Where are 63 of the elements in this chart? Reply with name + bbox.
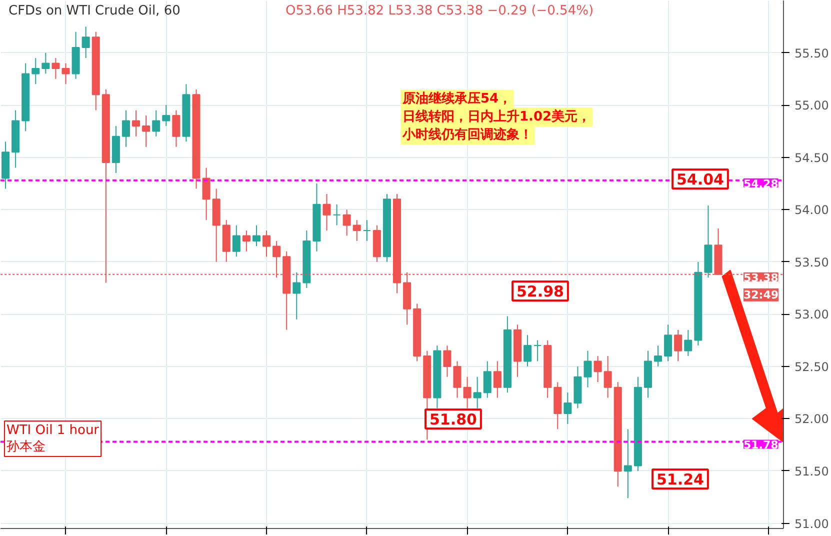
y-tick-label: 53.50 xyxy=(794,255,829,270)
candlestick xyxy=(162,104,170,126)
y-tick-label: 51.00 xyxy=(794,516,829,531)
candlestick xyxy=(52,58,60,80)
y-tick-label: 55.00 xyxy=(794,98,829,113)
candlestick xyxy=(493,360,502,398)
candlestick xyxy=(122,110,130,148)
candlestick xyxy=(483,360,492,398)
annotation: 51.80 xyxy=(430,410,477,428)
candlestick xyxy=(242,230,250,252)
annotation: 日线转阳，日内上升1.02美元， xyxy=(402,108,591,124)
ref-line-label: 53.38 xyxy=(744,271,778,284)
candlestick xyxy=(594,355,602,383)
candlestick xyxy=(352,220,361,242)
annotation: 32:49 xyxy=(744,288,779,302)
candlestick xyxy=(654,345,662,367)
candlestick xyxy=(534,340,542,362)
candlestick xyxy=(332,204,341,226)
candlestick xyxy=(292,272,301,320)
annotation: WTI Oil 1 hour 孙本金 xyxy=(6,423,100,454)
candlestick xyxy=(322,193,331,232)
candlestick xyxy=(362,220,371,242)
y-tick-label: 51.50 xyxy=(794,464,829,478)
candlestick xyxy=(132,110,140,137)
candlestick xyxy=(473,376,482,409)
candlestick xyxy=(232,224,240,258)
annotation: 54.04 xyxy=(676,170,724,188)
candlestick xyxy=(62,62,70,85)
y-tick-label: 54.50 xyxy=(794,150,829,165)
candlestick xyxy=(664,324,672,362)
annotation: 51.24 xyxy=(656,470,704,488)
candlestick xyxy=(453,360,462,398)
candlestick xyxy=(443,345,452,378)
ref-line-label: 54.28 xyxy=(744,177,778,190)
candlestick xyxy=(624,428,632,499)
candlestick xyxy=(252,224,260,247)
candlestick xyxy=(584,350,592,388)
candlestick xyxy=(202,167,210,221)
candlestick xyxy=(82,26,90,59)
y-tick-label: 52.50 xyxy=(794,360,829,374)
candlestick xyxy=(604,355,612,398)
y-tick-label: 53.00 xyxy=(794,308,829,322)
ref-line-label: 51.78 xyxy=(744,438,778,452)
annotation: 小时线仍有回调迹象！ xyxy=(402,126,532,142)
candlestick xyxy=(564,392,572,424)
chart-subtitle: O53.66 H53.82 L53.38 C53.38 −0.29 (−0.54%) xyxy=(286,4,594,18)
candlestick xyxy=(684,329,692,356)
annotation: 52.98 xyxy=(516,282,564,300)
candlestick xyxy=(32,58,40,85)
candlestick xyxy=(342,209,351,236)
candlestick xyxy=(152,110,160,137)
y-tick-label: 55.50 xyxy=(794,46,829,60)
candlestick xyxy=(262,230,271,258)
candlestick xyxy=(142,115,150,148)
chart-title: CFDs on WTI Crude Oil, 60 xyxy=(8,4,180,18)
candlestick xyxy=(172,110,180,148)
candlestick xyxy=(524,334,532,367)
candlestick xyxy=(463,376,472,409)
y-tick-label: 54.00 xyxy=(794,203,829,218)
annotation: 原油继续承压54， xyxy=(402,92,512,106)
candlestick xyxy=(674,329,682,362)
candlestick xyxy=(42,52,50,74)
y-tick-label: 52.00 xyxy=(794,412,829,426)
